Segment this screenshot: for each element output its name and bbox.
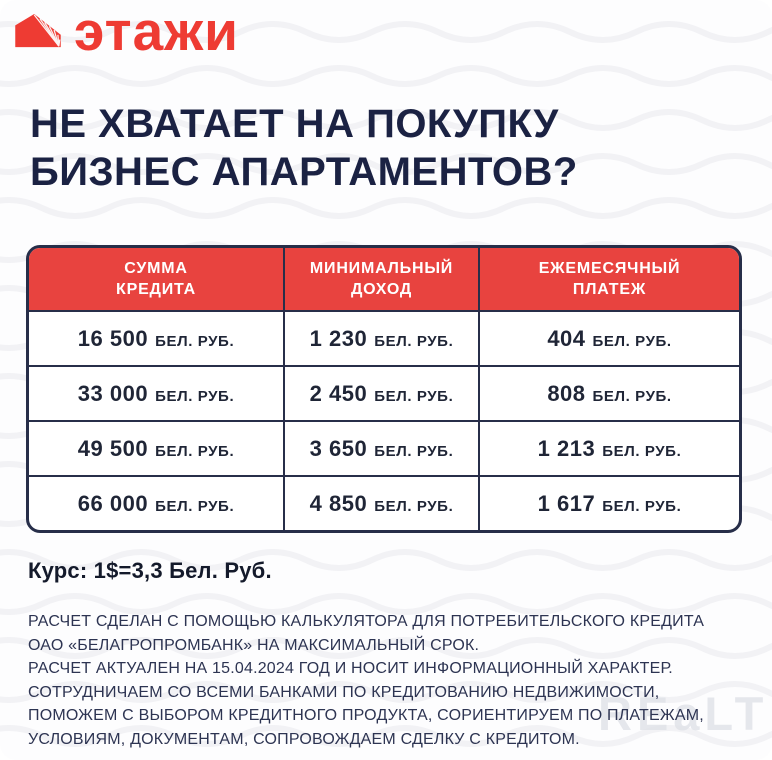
brand-logo: этажи bbox=[14, 0, 239, 62]
column-header-line: КРЕДИТА bbox=[116, 281, 196, 298]
table-cell: 808 БЕЛ. РУБ. bbox=[478, 367, 739, 420]
cell-amount: 1 213 bbox=[537, 436, 596, 461]
cell-unit: БЕЛ. РУБ. bbox=[155, 443, 235, 460]
column-header-line: ДОХОД bbox=[350, 281, 413, 298]
cell-unit: БЕЛ. РУБ. bbox=[602, 443, 682, 460]
disclaimer-line: РАСЧЕТ СДЕЛАН С ПОМОЩЬЮ КАЛЬКУЛЯТОРА ДЛЯ… bbox=[28, 613, 705, 630]
table-cell: 1 213 БЕЛ. РУБ. bbox=[478, 422, 739, 475]
cell-amount: 49 500 bbox=[77, 436, 149, 461]
table-cell: 4 850 БЕЛ. РУБ. bbox=[283, 477, 478, 530]
cell-unit: БЕЛ. РУБ. bbox=[602, 498, 682, 515]
table-row: 66 000 БЕЛ. РУБ. 4 850 БЕЛ. РУБ. 1 617 БЕЛ.… bbox=[29, 475, 739, 530]
column-header-min-income: МИНИМАЛЬНЫЙ ДОХОД bbox=[283, 248, 478, 310]
column-header-line: СУММА bbox=[124, 260, 188, 277]
cell-unit: БЕЛ. РУБ. bbox=[592, 388, 672, 405]
column-header-line: ЕЖЕМЕСЯЧНЫЙ bbox=[538, 260, 681, 277]
cell-unit: БЕЛ. РУБ. bbox=[155, 333, 235, 350]
table-cell: 66 000 БЕЛ. РУБ. bbox=[29, 477, 283, 530]
disclaimer-line: РАСЧЕТ АКТУАЛЕН НА 15.04.2024 ГОД И НОСИ… bbox=[28, 660, 673, 677]
cell-amount: 1 617 bbox=[537, 491, 596, 516]
page-title: НЕ ХВАТАЕТ НА ПОКУПКУ БИЗНЕС АПАРТАМЕНТО… bbox=[30, 100, 742, 196]
cell-unit: БЕЛ. РУБ. bbox=[155, 388, 235, 405]
table-cell: 16 500 БЕЛ. РУБ. bbox=[29, 312, 283, 365]
disclaimer: РАСЧЕТ СДЕЛАН С ПОМОЩЬЮ КАЛЬКУЛЯТОРА ДЛЯ… bbox=[28, 610, 758, 751]
disclaimer-line: ОАО «БЕЛАГРОПРОМБАНК» НА МАКСИМАЛЬНЫЙ СР… bbox=[28, 636, 480, 654]
credit-table-header-row: СУММА КРЕДИТА МИНИМАЛЬНЫЙ ДОХОД ЕЖЕМЕСЯЧ… bbox=[29, 248, 739, 310]
column-header-line: ПЛАТЕЖ bbox=[572, 281, 647, 298]
disclaimer-line: УСЛОВИЯМ, ДОКУМЕНТАМ, СОПРОВОЖДАЕМ СДЕЛК… bbox=[28, 730, 580, 748]
page-title-line2: БИЗНЕС АПАРТАМЕНТОВ? bbox=[30, 150, 578, 194]
cell-unit: БЕЛ. РУБ. bbox=[155, 498, 235, 515]
cell-amount: 2 450 bbox=[309, 381, 368, 406]
cell-unit: БЕЛ. РУБ. bbox=[374, 498, 454, 515]
cell-amount: 66 000 bbox=[77, 491, 149, 516]
disclaimer-line: ПОМОЖЕМ С ВЫБОРОМ КРЕДИТНОГО ПРОДУКТА, С… bbox=[28, 707, 704, 724]
table-cell: 33 000 БЕЛ. РУБ. bbox=[29, 367, 283, 420]
etazhi-house-icon bbox=[15, 13, 61, 48]
credit-table: СУММА КРЕДИТА МИНИМАЛЬНЫЙ ДОХОД ЕЖЕМЕСЯЧ… bbox=[26, 245, 742, 533]
cell-unit: БЕЛ. РУБ. bbox=[374, 388, 454, 405]
cell-amount: 33 000 bbox=[77, 381, 149, 406]
disclaimer-line: СОТРУДНИЧАЕМ СО ВСЕМИ БАНКАМИ ПО КРЕДИТО… bbox=[28, 683, 660, 701]
table-row: 16 500 БЕЛ. РУБ. 1 230 БЕЛ. РУБ. 404 БЕЛ. Р… bbox=[29, 310, 739, 365]
cell-unit: БЕЛ. РУБ. bbox=[374, 333, 454, 350]
cell-amount: 3 650 bbox=[309, 436, 368, 461]
cell-amount: 4 850 bbox=[309, 491, 368, 516]
table-cell: 1 617 БЕЛ. РУБ. bbox=[478, 477, 739, 530]
table-cell: 3 650 БЕЛ. РУБ. bbox=[283, 422, 478, 475]
column-header-line: МИНИМАЛЬНЫЙ bbox=[309, 260, 454, 277]
cell-unit: БЕЛ. РУБ. bbox=[374, 443, 454, 460]
column-header-credit-sum: СУММА КРЕДИТА bbox=[29, 248, 283, 310]
cell-amount: 808 bbox=[547, 381, 586, 406]
cell-amount: 404 bbox=[547, 326, 586, 351]
table-cell: 404 БЕЛ. РУБ. bbox=[478, 312, 739, 365]
page-title-line1: НЕ ХВАТАЕТ НА ПОКУПКУ bbox=[30, 102, 559, 146]
exchange-rate: Курс: 1$=3,3 Бел. Руб. bbox=[28, 558, 272, 583]
cell-amount: 1 230 bbox=[309, 326, 368, 351]
cell-amount: 16 500 bbox=[77, 326, 149, 351]
table-row: 33 000 БЕЛ. РУБ. 2 450 БЕЛ. РУБ. 808 БЕЛ. Р… bbox=[29, 365, 739, 420]
table-cell: 49 500 БЕЛ. РУБ. bbox=[29, 422, 283, 475]
realt-watermark: REaLT bbox=[598, 687, 769, 740]
brand-name: этажи bbox=[74, 0, 239, 62]
table-cell: 2 450 БЕЛ. РУБ. bbox=[283, 367, 478, 420]
column-header-monthly-payment: ЕЖЕМЕСЯЧНЫЙ ПЛАТЕЖ bbox=[478, 248, 739, 310]
table-row: 49 500 БЕЛ. РУБ. 3 650 БЕЛ. РУБ. 1 213 БЕЛ.… bbox=[29, 420, 739, 475]
cell-unit: БЕЛ. РУБ. bbox=[592, 333, 672, 350]
table-cell: 1 230 БЕЛ. РУБ. bbox=[283, 312, 478, 365]
